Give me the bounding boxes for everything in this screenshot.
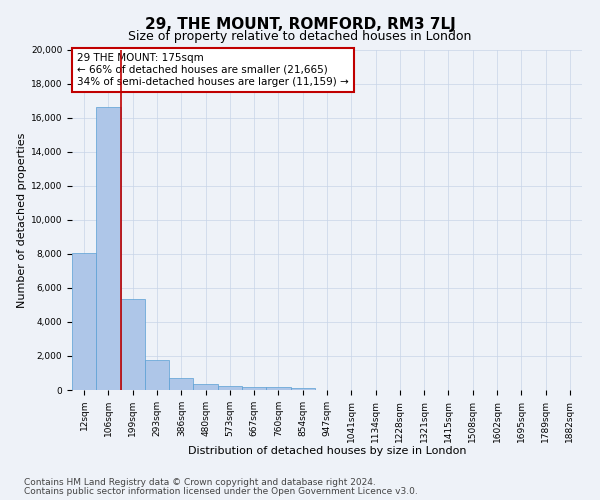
Bar [145, 360, 169, 390]
Text: 29 THE MOUNT: 175sqm
← 66% of detached houses are smaller (21,665)
34% of semi-d: 29 THE MOUNT: 175sqm ← 66% of detached h… [77, 54, 349, 86]
Bar [121, 299, 145, 390]
Bar [290, 388, 315, 390]
Bar [72, 253, 96, 390]
X-axis label: Distribution of detached houses by size in London: Distribution of detached houses by size … [188, 446, 466, 456]
Bar [193, 384, 218, 390]
Text: 29, THE MOUNT, ROMFORD, RM3 7LJ: 29, THE MOUNT, ROMFORD, RM3 7LJ [145, 18, 455, 32]
Bar [266, 388, 290, 390]
Bar [169, 378, 193, 390]
Text: Contains HM Land Registry data © Crown copyright and database right 2024.: Contains HM Land Registry data © Crown c… [24, 478, 376, 487]
Bar [242, 387, 266, 390]
Bar [218, 386, 242, 390]
Y-axis label: Number of detached properties: Number of detached properties [17, 132, 26, 308]
Text: Contains public sector information licensed under the Open Government Licence v3: Contains public sector information licen… [24, 487, 418, 496]
Bar [96, 107, 121, 390]
Text: Size of property relative to detached houses in London: Size of property relative to detached ho… [128, 30, 472, 43]
